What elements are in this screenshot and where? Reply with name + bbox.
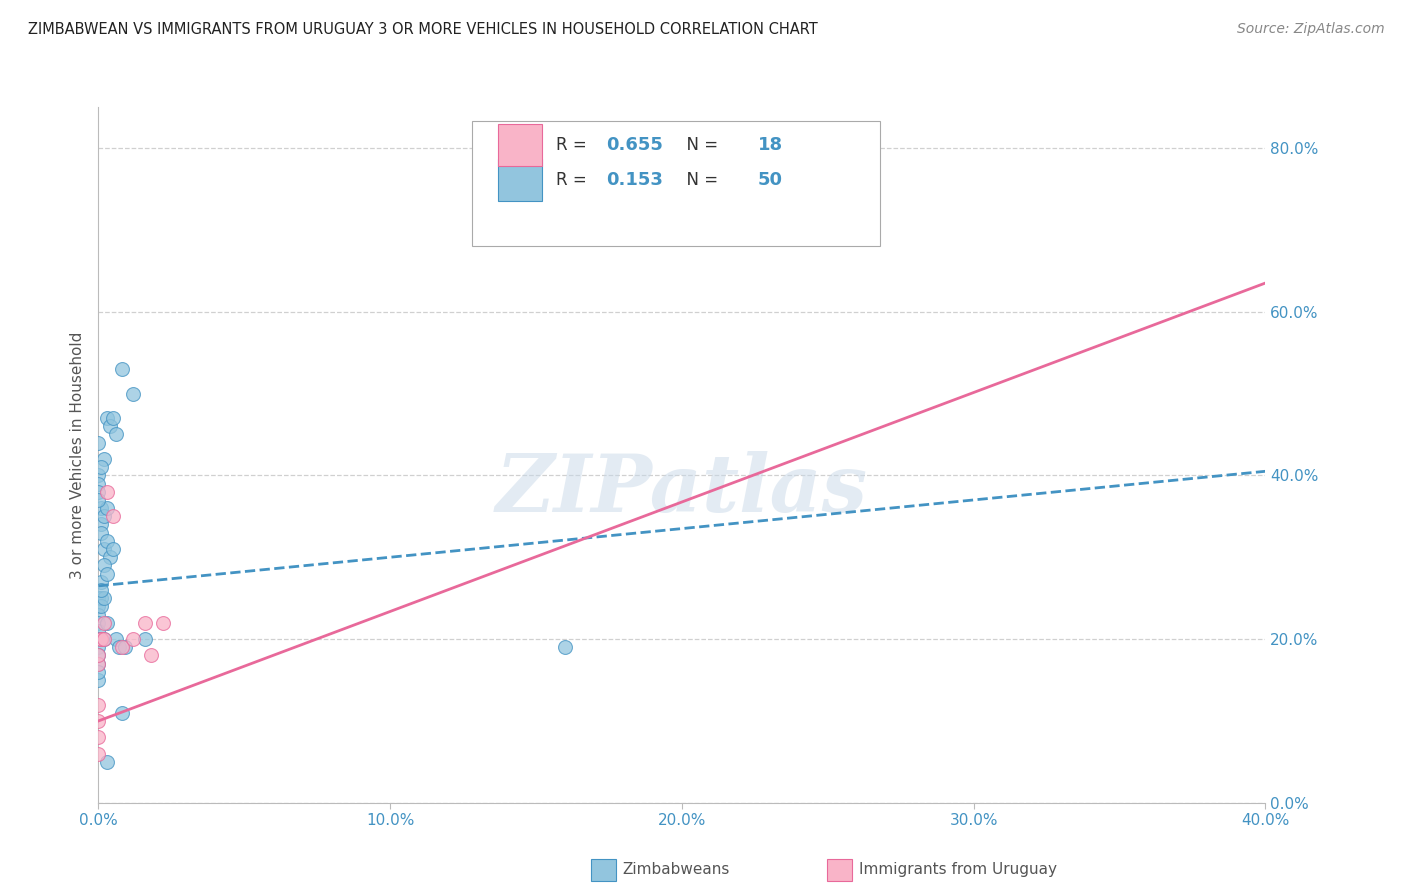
Point (134, 632, 156, 646)
Point (90, 501, 112, 516)
Point (87, 657, 110, 671)
Point (114, 640, 136, 655)
Point (101, 542, 124, 557)
Text: ZIPatlas: ZIPatlas (496, 451, 868, 528)
Bar (498, 159, 541, 201)
Point (90, 599, 112, 614)
Point (96, 533, 118, 548)
Point (111, 706, 134, 720)
Point (554, 640, 576, 655)
Point (87, 599, 110, 614)
Point (93, 591, 115, 606)
Text: Zimbabweans: Zimbabweans (623, 863, 730, 877)
Point (93, 542, 115, 557)
Point (98, 550, 121, 565)
Point (87, 607, 110, 622)
Point (90, 632, 112, 646)
Point (93, 615, 115, 630)
Point (96, 566, 118, 581)
Point (87, 492, 110, 507)
Point (90, 582, 112, 597)
Text: R =: R = (555, 171, 592, 189)
Text: 18: 18 (758, 136, 783, 154)
Point (134, 615, 156, 630)
Text: R =: R = (555, 136, 592, 154)
Point (90, 517, 112, 532)
Point (87, 632, 110, 646)
Point (139, 648, 162, 663)
Point (87, 648, 110, 663)
Point (96, 615, 118, 630)
Point (87, 468, 110, 483)
Point (101, 509, 124, 524)
Point (87, 665, 110, 679)
Point (87, 657, 110, 671)
Point (87, 698, 110, 712)
Point (96, 411, 118, 425)
Point (90, 591, 112, 606)
Point (87, 476, 110, 491)
Point (93, 632, 115, 646)
Point (152, 615, 174, 630)
Point (87, 714, 110, 728)
Point (90, 525, 112, 540)
Text: 0.153: 0.153 (606, 171, 664, 189)
Point (87, 731, 110, 745)
Point (111, 640, 134, 655)
Text: N =: N = (676, 171, 724, 189)
Point (87, 648, 110, 663)
Point (98, 419, 121, 434)
Point (122, 632, 145, 646)
Point (90, 460, 112, 475)
FancyBboxPatch shape (472, 121, 880, 246)
Point (90, 574, 112, 589)
Point (87, 484, 110, 499)
Point (87, 747, 110, 761)
Point (108, 640, 131, 655)
Text: N =: N = (676, 136, 724, 154)
Point (87, 615, 110, 630)
Point (122, 386, 145, 401)
Point (104, 632, 127, 646)
Point (93, 632, 115, 646)
Point (93, 558, 115, 573)
Point (96, 501, 118, 516)
Text: 0.655: 0.655 (606, 136, 664, 154)
Point (87, 591, 110, 606)
Point (87, 673, 110, 687)
Point (96, 755, 118, 769)
Point (104, 427, 127, 442)
Text: 50: 50 (758, 171, 783, 189)
Text: Immigrants from Uruguay: Immigrants from Uruguay (859, 863, 1057, 877)
Point (96, 484, 118, 499)
Point (823, 141, 845, 155)
Point (90, 632, 112, 646)
Point (111, 362, 134, 376)
Point (101, 411, 124, 425)
Point (87, 624, 110, 638)
Bar (498, 125, 541, 166)
Point (87, 435, 110, 450)
Y-axis label: 3 or more Vehicles in Household: 3 or more Vehicles in Household (70, 331, 86, 579)
Point (90, 632, 112, 646)
Point (93, 452, 115, 467)
Point (93, 509, 115, 524)
Text: ZIMBABWEAN VS IMMIGRANTS FROM URUGUAY 3 OR MORE VEHICLES IN HOUSEHOLD CORRELATIO: ZIMBABWEAN VS IMMIGRANTS FROM URUGUAY 3 … (28, 22, 818, 37)
Point (87, 640, 110, 655)
Text: Source: ZipAtlas.com: Source: ZipAtlas.com (1237, 22, 1385, 37)
